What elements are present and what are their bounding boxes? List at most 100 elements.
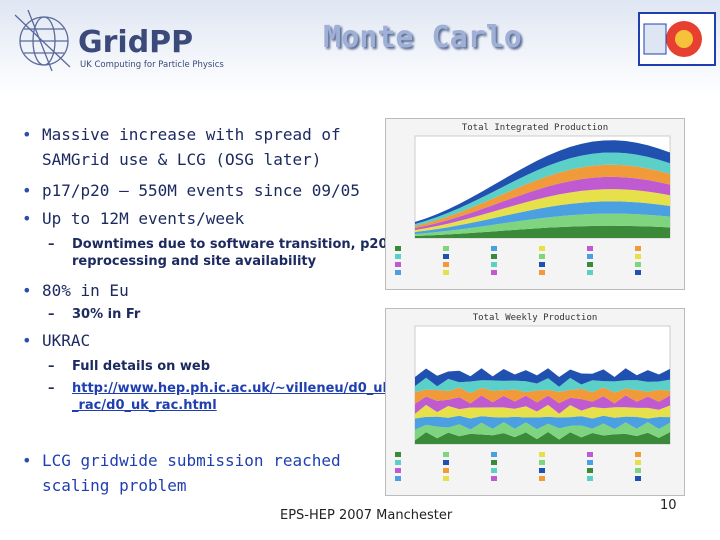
decorative-area [415,152,670,226]
bullet-text: Full details on web [72,359,211,374]
bullet: • LCG gridwide submission reached scaling… [22,448,382,498]
decorative-area [415,432,670,444]
slide-title: Monte Carlo [323,20,522,55]
legend-swatch [635,476,641,481]
legend-swatch [635,246,641,251]
decorative-area [415,213,670,236]
decorative-area [415,395,670,414]
legend-swatch [491,254,497,259]
bullet-text: 80% in Eu [42,281,129,300]
bullet-text: Massive increase with spread of SAMGrid … [42,125,341,169]
legend-swatch [539,468,545,473]
legend-swatch [587,452,593,457]
legend-swatch [395,254,401,259]
legend-swatch [635,468,641,473]
legend-swatch [491,460,497,465]
legend-swatch [587,254,593,259]
bullet-marker: • [22,281,32,300]
bullet-marker: • [22,451,32,470]
decorative-area [415,225,670,238]
legend-swatch [635,452,641,457]
legend-swatch [539,262,545,267]
decorative-area [415,404,670,419]
legend-swatch [491,468,497,473]
legend-swatch [395,452,401,457]
decorative-area [415,377,670,394]
gridpp-logo: GridPP UK Computing for Particle Physics [14,9,224,72]
chart-image: Total Weekly Production [385,308,685,496]
legend-swatch [635,262,641,267]
legend-swatch [395,476,401,481]
legend-swatch [395,460,401,465]
legend-swatch [539,246,545,251]
legend-swatch [443,270,449,275]
legend-swatch [443,468,449,473]
legend-swatch [395,468,401,473]
legend-swatch [491,452,497,457]
legend-swatch [491,476,497,481]
decorative-area [415,387,670,404]
legend-swatch [587,262,593,267]
bullet-marker: – [48,237,55,252]
legend-swatch [539,460,545,465]
chart-title: Total Integrated Production [462,123,608,133]
logo-name: GridPP [78,25,193,60]
bullet-marker: • [22,209,32,228]
legend-swatch [587,460,593,465]
legend-swatch [395,270,401,275]
bullet-marker: • [22,331,32,350]
bullet: – Full details on web [48,358,392,375]
legend-swatch [587,476,593,481]
bullet: – http://www.hep.ph.ic.ac.uk/~villeneu/d0… [48,380,392,414]
bullet-marker: – [48,381,55,396]
bullet-text: Up to 12M events/week [42,209,245,228]
decorative-area [415,140,670,224]
legend-swatch [443,460,449,465]
bullet-text: LCG gridwide submission reached scaling … [42,451,341,495]
legend-swatch [395,262,401,267]
legend-swatch [539,270,545,275]
chart-title: Total Weekly Production [473,313,598,323]
legend-swatch [443,476,449,481]
legend-swatch [443,452,449,457]
decorative-area [415,422,670,441]
legend-swatch [539,452,545,457]
decorative-area [415,368,670,387]
legend-swatch [443,262,449,267]
header-band [0,0,720,96]
bullet: – 30% in Fr [48,306,392,323]
bullet: – Downtimes due to software transition, p… [48,236,392,270]
legend-swatch [587,468,593,473]
legend-swatch [587,246,593,251]
bullet: • 80% in Eu [22,278,382,303]
chart-image: Total Integrated Production [385,118,685,290]
legend-swatch [587,270,593,275]
legend-swatch [491,246,497,251]
legend-swatch [443,254,449,259]
bullet: • Massive increase with spread of SAMGrid… [22,122,382,172]
d0-logo [638,12,716,66]
legend-swatch [635,460,641,465]
bullet: • UKRAC [22,328,382,353]
legend-swatch [491,270,497,275]
decorative-area [415,164,670,228]
bullet-text: p17/p20 – 550M events since 09/05 [42,181,360,200]
bullet: • p17/p20 – 550M events since 09/05 [22,178,382,203]
legend-swatch [395,246,401,251]
page-number: 10 [660,498,677,513]
decorative-area [415,189,670,232]
legend-swatch [443,246,449,251]
bullet-text[interactable]: http://www.hep.ph.ic.ac.uk/~villeneu/d0_… [72,381,392,413]
legend-swatch [539,476,545,481]
bullet: • Up to 12M events/week [22,206,382,231]
decorative-area [415,176,670,230]
bullet-marker: • [22,181,32,200]
legend-swatch [539,254,545,259]
bullet-marker: – [48,307,55,322]
decorative-area [415,415,670,430]
decorative-area [415,201,670,234]
bullet-marker: – [48,359,55,374]
legend-swatch [635,254,641,259]
bullet-marker: • [22,125,32,144]
